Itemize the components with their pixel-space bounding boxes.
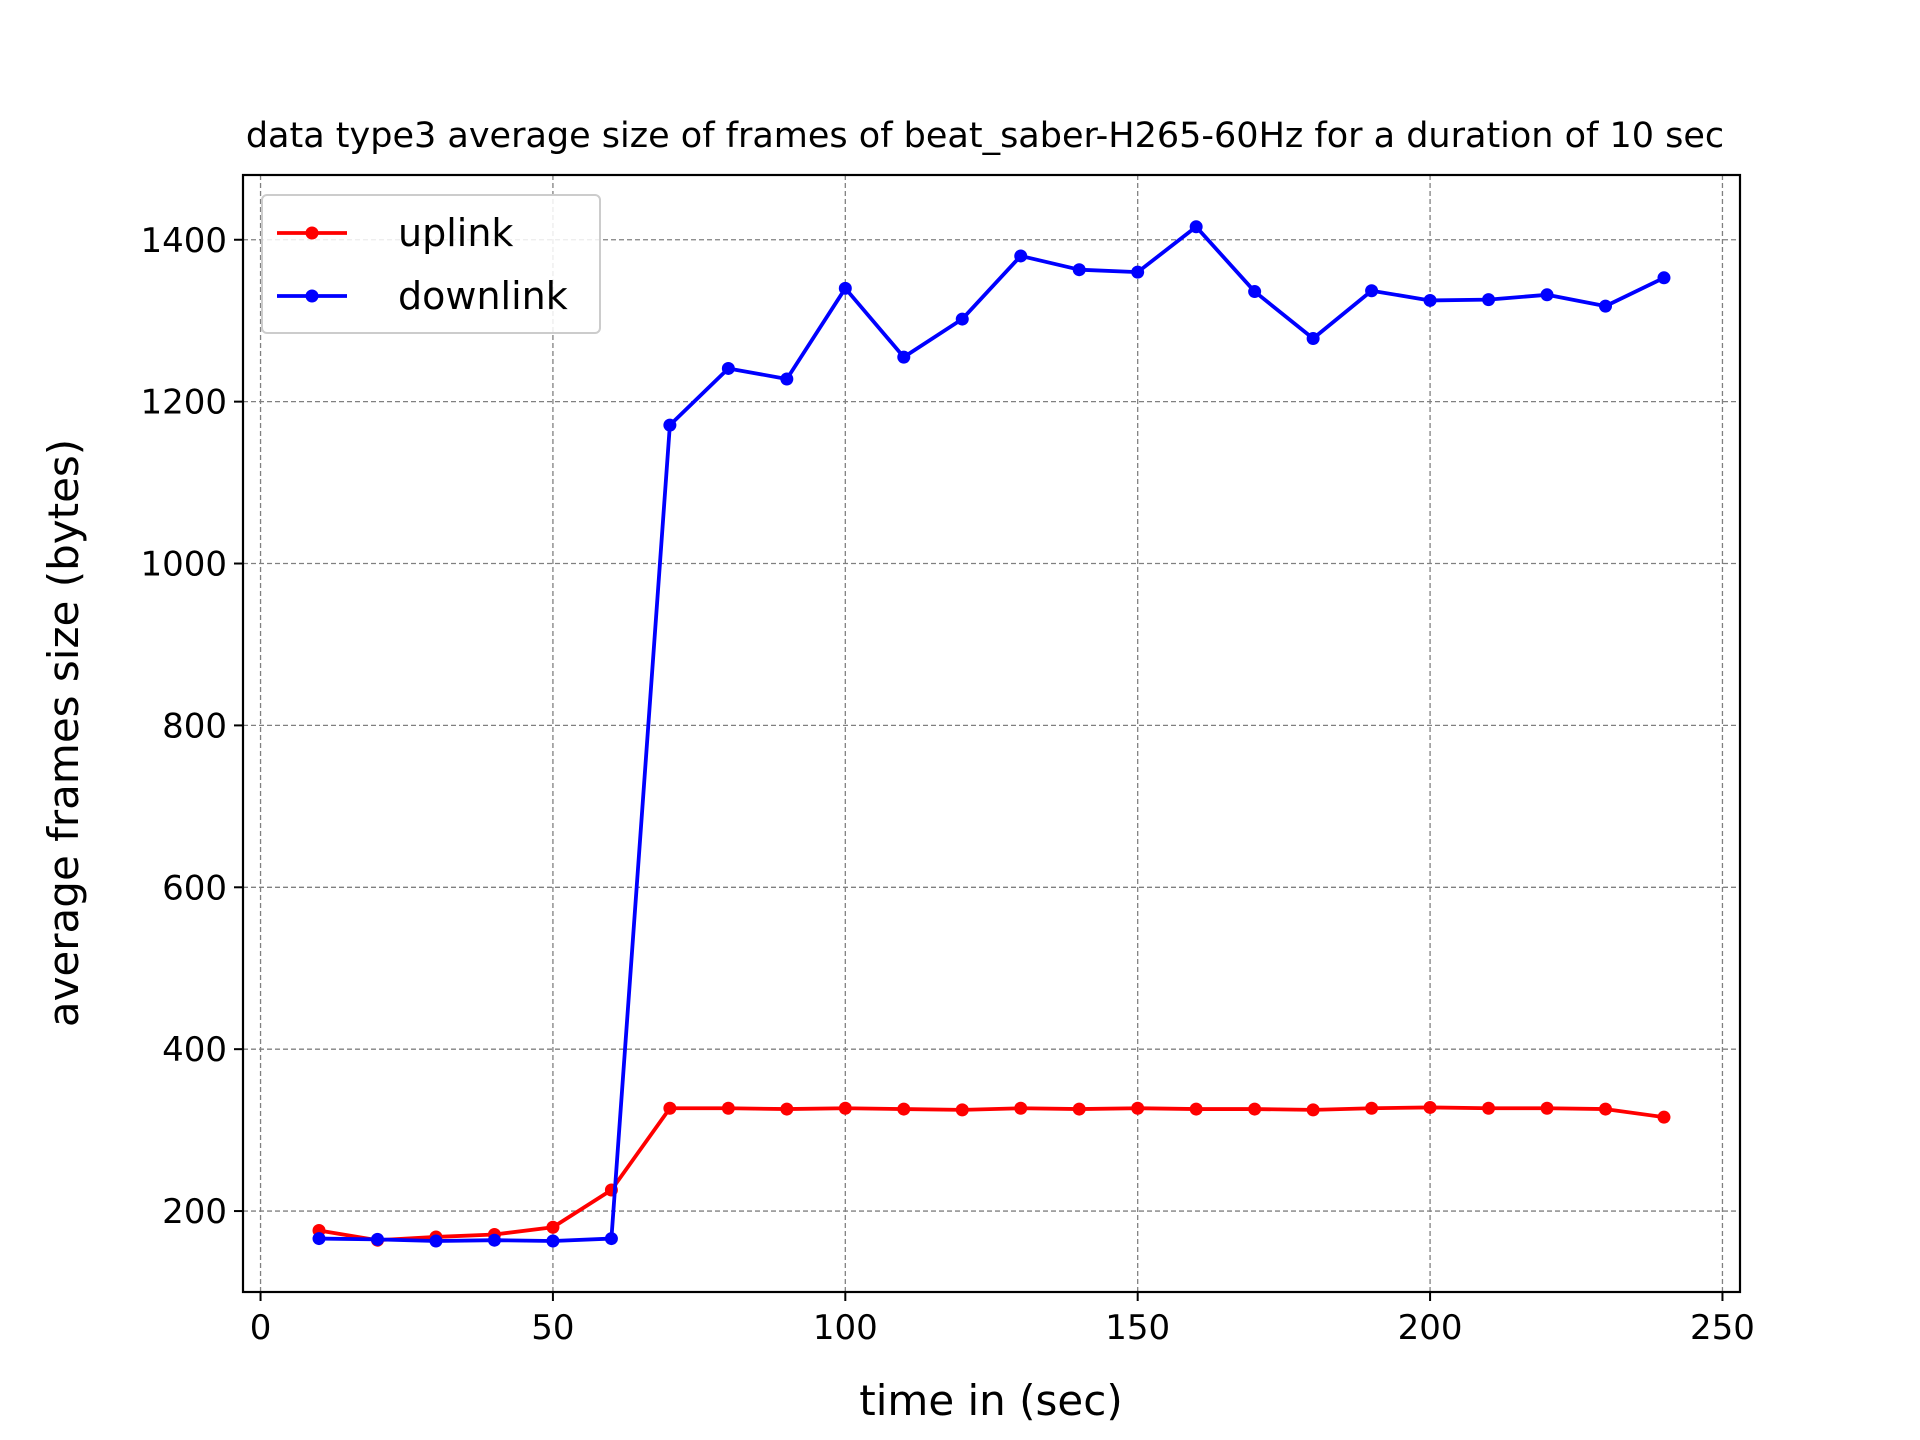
uplink-point (1482, 1101, 1496, 1115)
x-tick-label: 250 (1690, 1308, 1755, 1348)
downlink-point (1014, 249, 1028, 263)
downlink-point (487, 1233, 501, 1247)
y-tick-label: 1000 (140, 545, 227, 585)
downlink-point (1423, 293, 1437, 307)
x-axis-label: time in (sec) (859, 1376, 1122, 1425)
downlink-point (1599, 299, 1613, 313)
legend-marker-uplink (305, 226, 319, 240)
uplink-point (1189, 1102, 1203, 1116)
uplink-point (721, 1101, 735, 1115)
uplink-point (1248, 1102, 1262, 1116)
uplink-point (955, 1103, 969, 1117)
uplink-point (780, 1102, 794, 1116)
y-axis-label: average frames size (bytes) (39, 439, 88, 1027)
downlink-point (1248, 285, 1262, 299)
downlink-line (318, 224, 1665, 1243)
y-tick-label: 400 (162, 1030, 227, 1070)
series-lines (312, 220, 1671, 1248)
uplink-point (546, 1220, 560, 1234)
uplink-point (663, 1101, 677, 1115)
downlink-point (838, 281, 852, 295)
y-tick-label: 200 (162, 1192, 227, 1232)
downlink-point (1131, 265, 1145, 279)
legend-label-uplink: uplink (398, 211, 513, 255)
downlink-point (604, 1232, 618, 1246)
y-tick-label: 1200 (140, 383, 227, 423)
uplink-point (1657, 1110, 1671, 1124)
uplink-line (318, 1105, 1665, 1243)
downlink-point (897, 350, 911, 364)
uplink-point (897, 1102, 911, 1116)
downlink-point (663, 418, 677, 432)
axis-ticks: 0 50 100 150 200 250 200 400 600 800 1000 1200 1400 (140, 221, 1754, 1348)
uplink-point (1014, 1101, 1028, 1115)
downlink-point (780, 372, 794, 386)
y-tick-label: 600 (162, 868, 227, 908)
x-tick-label: 200 (1398, 1308, 1463, 1348)
y-tick-label: 800 (162, 706, 227, 746)
uplink-point (1423, 1100, 1437, 1114)
downlink-point (1306, 332, 1320, 346)
x-tick-label: 150 (1105, 1308, 1170, 1348)
downlink-point (1482, 293, 1496, 307)
uplink-point (1131, 1101, 1145, 1115)
uplink-point (1540, 1101, 1554, 1115)
legend: uplink downlink (261, 194, 601, 334)
x-tick-label: 50 (531, 1308, 574, 1348)
legend-box (261, 194, 601, 334)
downlink-point (1540, 288, 1554, 302)
legend-marker-downlink (305, 289, 319, 303)
downlink-point (312, 1232, 326, 1246)
x-tick-label: 100 (813, 1308, 878, 1348)
legend-label-downlink: downlink (398, 274, 568, 318)
downlink-point (546, 1234, 560, 1248)
y-tick-label: 1400 (140, 221, 227, 261)
downlink-point (1657, 271, 1671, 285)
uplink-point (1306, 1103, 1320, 1117)
uplink-point (1365, 1101, 1379, 1115)
uplink-point (1072, 1102, 1086, 1116)
downlink-point (1072, 263, 1086, 277)
downlink-point (1365, 284, 1379, 298)
x-tick-label: 0 (250, 1308, 272, 1348)
plot-frame (241, 173, 1742, 1294)
chart-title: data type3 average size of frames of bea… (246, 116, 1724, 156)
downlink-point (955, 312, 969, 326)
downlink-point (429, 1234, 443, 1248)
downlink-point (370, 1232, 384, 1246)
downlink-point (1189, 220, 1203, 234)
uplink-point (1599, 1102, 1613, 1116)
uplink-point (838, 1101, 852, 1115)
downlink-point (721, 361, 735, 375)
